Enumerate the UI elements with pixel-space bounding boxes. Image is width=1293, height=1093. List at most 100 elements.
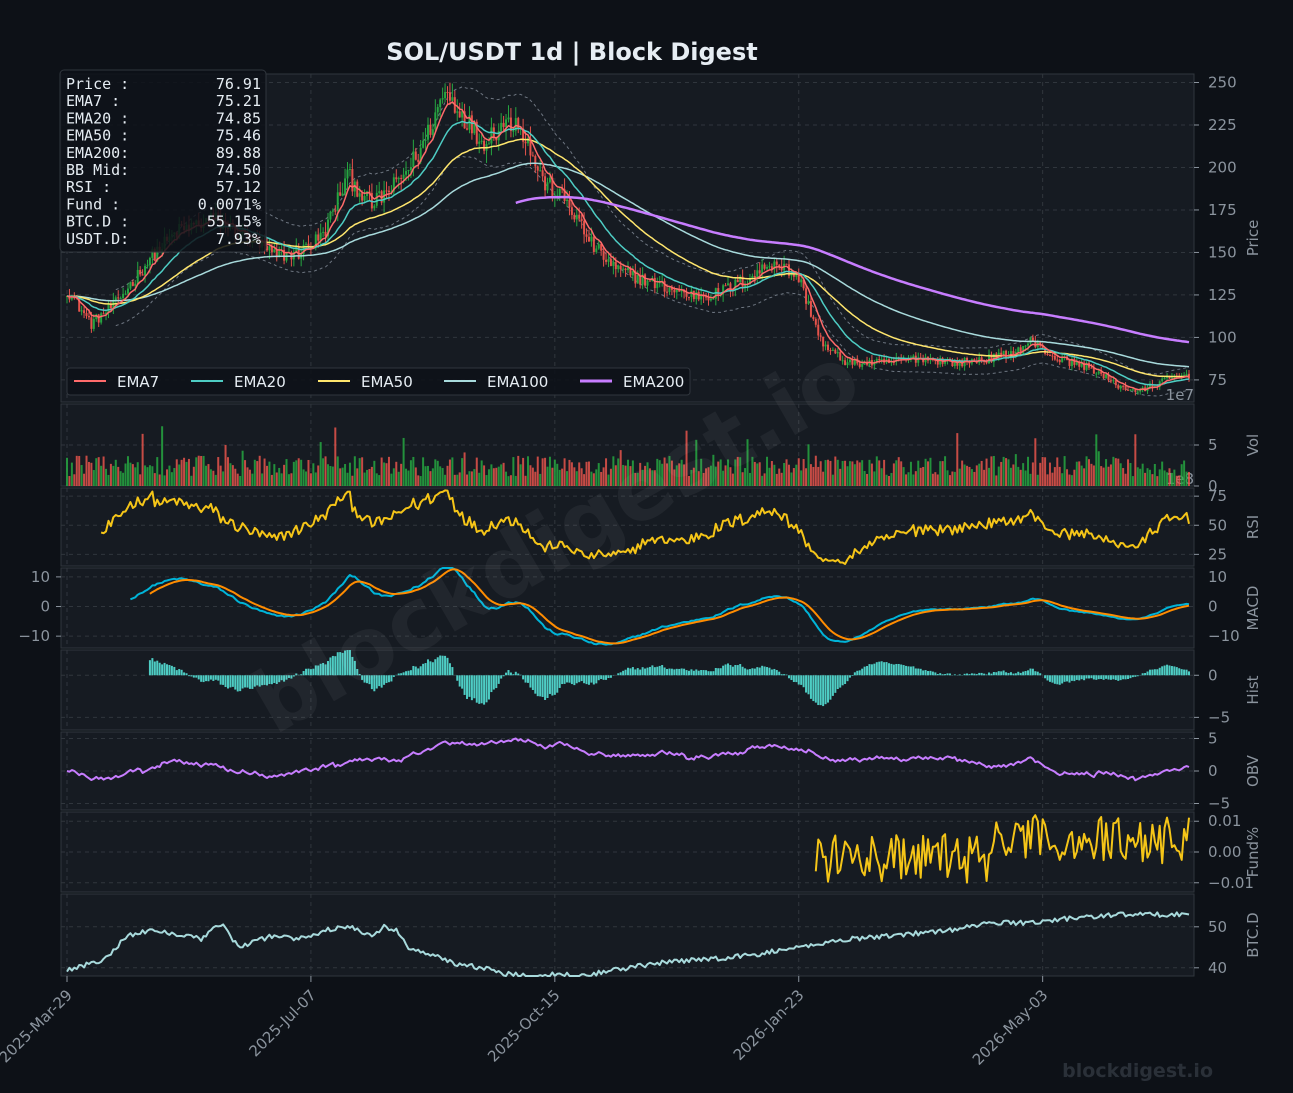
volume-bar xyxy=(853,464,856,486)
volume-bar xyxy=(1061,473,1064,486)
ema200-line xyxy=(515,195,1190,344)
hist-bar xyxy=(1000,671,1003,676)
candle-body xyxy=(739,276,742,283)
volume-bar xyxy=(858,462,861,486)
candle-body xyxy=(785,263,788,265)
volume-bar xyxy=(970,469,973,486)
hist-bar xyxy=(573,675,576,686)
candle-body xyxy=(1100,371,1103,374)
candle-body xyxy=(329,211,332,220)
hist-bar xyxy=(1134,675,1137,677)
hist-bar xyxy=(924,670,927,676)
hist-bar xyxy=(197,675,200,680)
ytick-label-macd: 10 xyxy=(31,568,50,586)
hist-bar xyxy=(487,675,490,700)
hist-bar xyxy=(461,675,464,689)
hist-bar xyxy=(568,675,571,683)
hist-bar xyxy=(656,666,659,676)
hist-bar xyxy=(219,675,222,685)
candle-body xyxy=(917,357,920,363)
hist-bar xyxy=(1019,672,1022,676)
hist-bar xyxy=(285,675,288,680)
hist-bar xyxy=(390,675,393,682)
candle-body xyxy=(722,285,725,295)
candle-body xyxy=(473,121,476,134)
hist-bar xyxy=(619,672,622,676)
hist-bar xyxy=(1183,669,1186,676)
volume-bar xyxy=(680,459,683,486)
hist-bar xyxy=(936,674,939,676)
volume-bar xyxy=(109,463,112,486)
hist-bar xyxy=(524,675,527,683)
hist-bar xyxy=(1002,670,1005,676)
candle-body xyxy=(456,111,459,113)
hist-bar xyxy=(190,675,193,677)
hist-bar xyxy=(948,673,951,676)
volume-bar xyxy=(207,464,210,486)
hist-bar xyxy=(148,660,151,676)
volume-bar xyxy=(824,460,827,486)
ytick-label-hist: 0 xyxy=(1208,666,1218,684)
candle-body xyxy=(987,354,990,364)
candle-body xyxy=(934,360,937,362)
volume-bar xyxy=(800,470,803,486)
candle-body xyxy=(1044,348,1047,354)
hist-bar xyxy=(446,657,449,676)
volume-bar xyxy=(878,460,881,486)
hist-bar xyxy=(168,664,171,676)
hist-bar xyxy=(892,664,895,676)
candle-body xyxy=(641,274,644,285)
candle-body xyxy=(387,190,390,193)
candle-body xyxy=(1163,377,1166,379)
volume-bar xyxy=(483,465,486,486)
volume-bar xyxy=(456,474,459,486)
volume-bar xyxy=(973,471,976,486)
ytick-label-right-macd: 10 xyxy=(1208,568,1227,586)
candle-body xyxy=(690,290,693,297)
volume-bar xyxy=(983,469,986,486)
candle-body xyxy=(526,138,529,144)
hist-bar xyxy=(522,675,525,680)
legend-frame xyxy=(66,367,691,396)
volume-bar xyxy=(422,457,425,486)
hist-bar xyxy=(1129,675,1132,679)
hist-bar xyxy=(363,675,366,683)
hist-bar xyxy=(231,675,234,687)
candle-body xyxy=(114,297,117,300)
hist-bar xyxy=(207,675,210,682)
hist-bar xyxy=(458,675,461,687)
candle-body xyxy=(844,360,847,366)
candle-body xyxy=(1005,350,1008,358)
volume-bar xyxy=(1168,468,1171,486)
volume-bar xyxy=(1046,474,1049,486)
volume-bar xyxy=(214,474,217,486)
volume-bar xyxy=(275,472,278,486)
candle-body xyxy=(624,268,627,271)
ytick-label-macd: 0 xyxy=(40,598,50,616)
hist-bar xyxy=(744,668,747,676)
ytick-label-price: 200 xyxy=(1208,158,1237,176)
candle-body xyxy=(778,264,781,267)
hist-bar xyxy=(1144,673,1147,676)
hist-bar xyxy=(529,675,532,688)
candle-body xyxy=(1127,389,1130,391)
volume-bar xyxy=(722,470,725,486)
hist-bar xyxy=(856,670,859,676)
volume-bar xyxy=(1063,456,1066,486)
info-box-frame xyxy=(59,69,267,253)
candle-body xyxy=(705,296,708,298)
info-label: RSI : xyxy=(66,178,111,196)
volume-bar xyxy=(700,458,703,486)
btcd-line xyxy=(66,911,1190,977)
volume-bar xyxy=(870,463,873,486)
hist-bar xyxy=(463,675,466,695)
volume-bar xyxy=(1080,465,1083,486)
candle-body xyxy=(1090,367,1093,369)
hist-bar xyxy=(263,675,266,685)
hist-bar xyxy=(170,665,173,676)
hist-bar xyxy=(695,669,698,676)
candle-body xyxy=(1061,357,1064,363)
hist-bar xyxy=(763,666,766,676)
candle-body xyxy=(1080,362,1083,367)
